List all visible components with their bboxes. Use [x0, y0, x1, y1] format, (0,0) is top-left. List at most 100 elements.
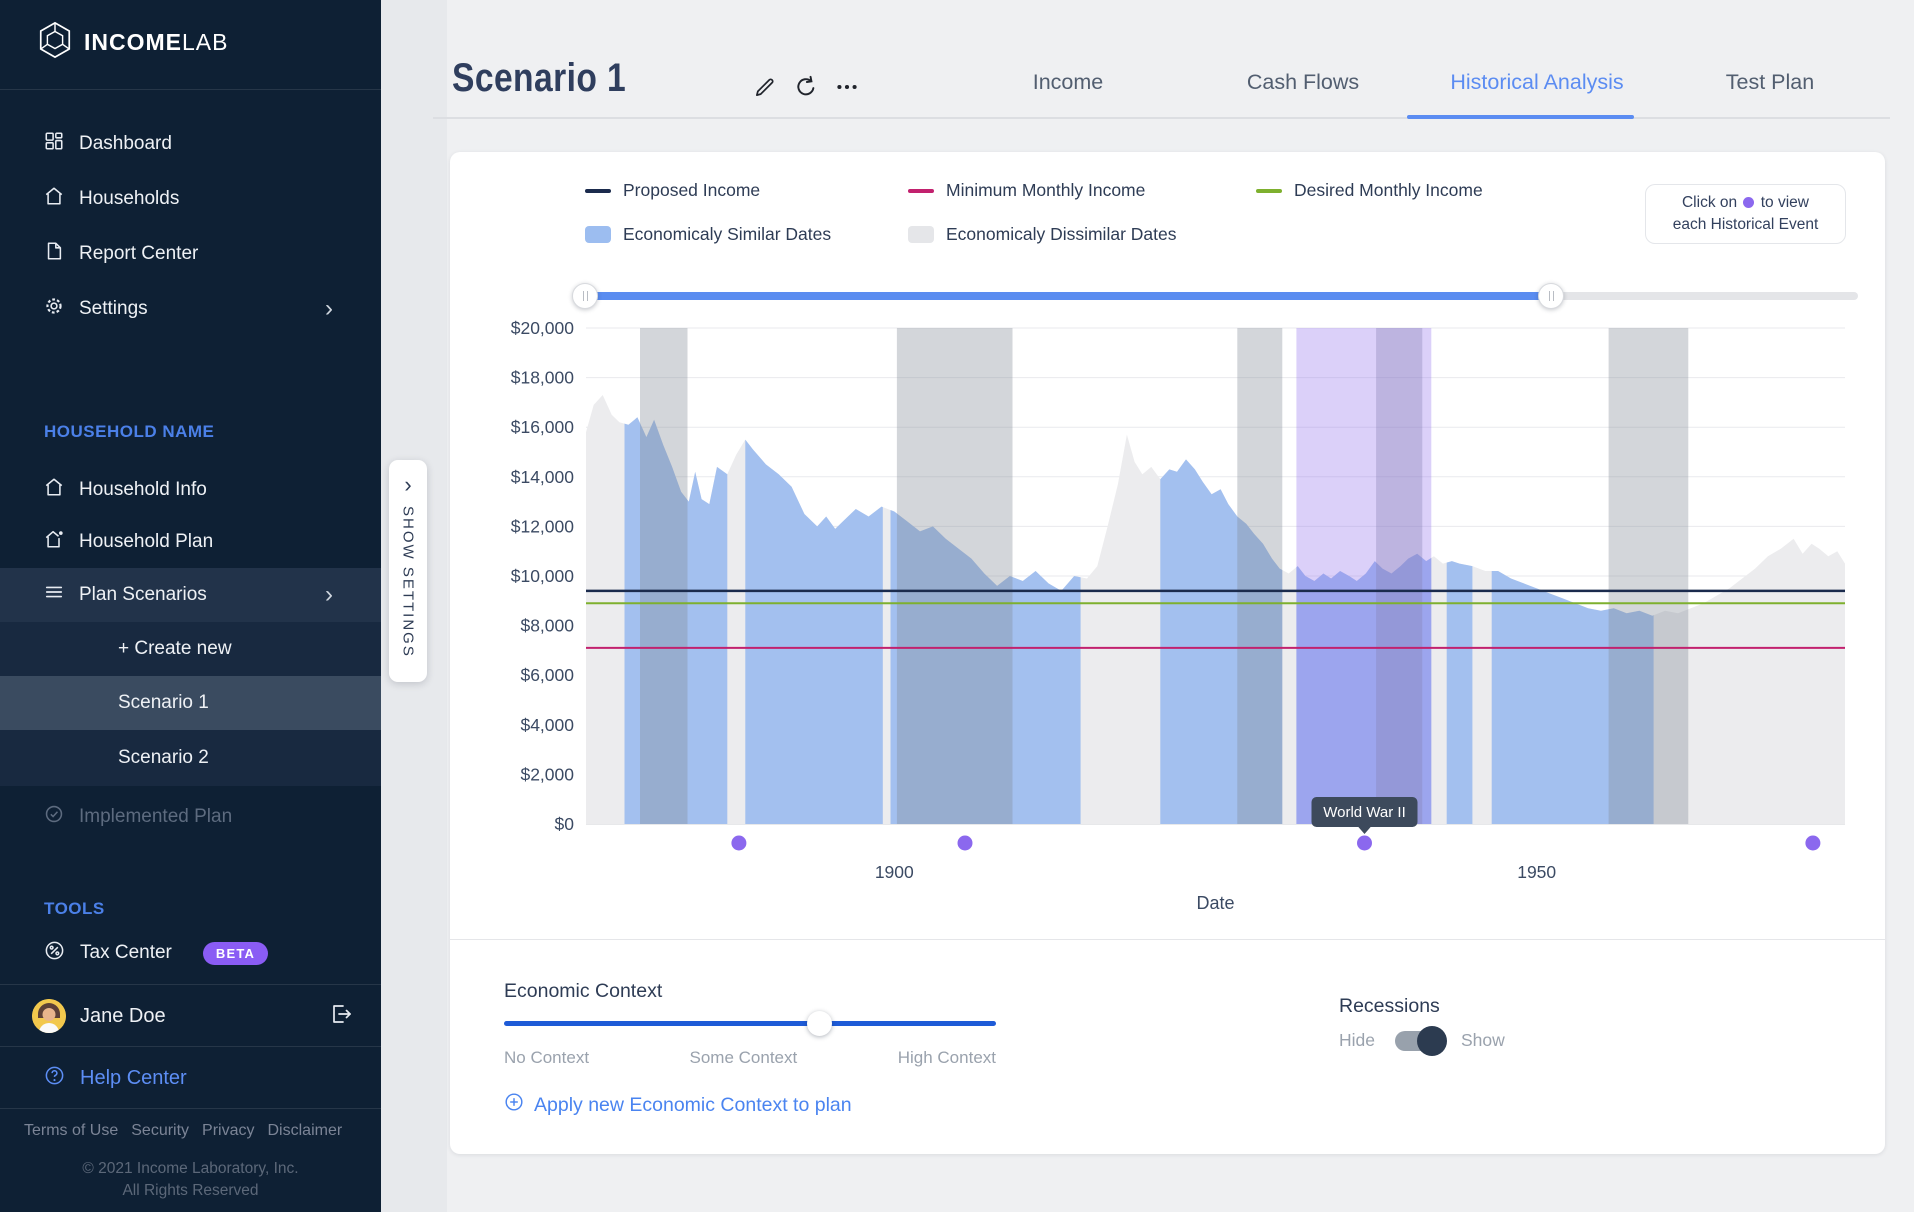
recessions-title: Recessions — [1339, 995, 1440, 1017]
divider — [0, 1046, 381, 1047]
date-range-slider[interactable] — [572, 283, 1858, 309]
active-tab-indicator — [1407, 115, 1634, 119]
percent-circle-icon — [44, 940, 65, 967]
chevron-right-icon: › — [404, 472, 412, 497]
app-logo-text: INCOMELAB — [84, 29, 229, 55]
user-menu[interactable]: Jane Doe — [0, 988, 381, 1044]
sidebar-item-scenario-1[interactable]: Scenario 1 — [0, 676, 381, 730]
divider — [0, 89, 381, 90]
high-context-label: High Context — [897, 1048, 996, 1067]
recession-band — [640, 328, 688, 824]
home-icon — [44, 186, 64, 212]
terms-of-use-link[interactable]: Terms of Use — [24, 1122, 119, 1139]
economic-context-slider[interactable] — [504, 1010, 996, 1036]
tab-test-plan[interactable]: Test Plan — [1725, 70, 1815, 94]
tab-income[interactable]: Income — [1032, 70, 1104, 94]
show-settings-label: SHOW SETTINGS — [399, 506, 417, 658]
show-label: Show — [1461, 1030, 1505, 1050]
svg-text:$14,000: $14,000 — [511, 467, 575, 487]
tab-cash-flows[interactable]: Cash Flows — [1246, 70, 1360, 94]
chart-canvas: $0 $2,000 $4,000 $6,000 $8,000 $10,000 $12,000… — [511, 318, 1845, 913]
sidebar-item-scenario-2[interactable]: Scenario 2 — [0, 730, 381, 786]
sidebar-item-label: Help Center — [80, 1066, 187, 1089]
question-circle-icon — [44, 1065, 65, 1092]
legend-desired-monthly-income: Desired Monthly Income — [1256, 180, 1483, 201]
svg-text:$18,000: $18,000 — [511, 368, 575, 388]
sidebar-item-label: Plan Scenarios — [79, 584, 207, 605]
apply-economic-context-link[interactable]: Apply new Economic Context to plan — [504, 1092, 852, 1118]
svg-text:$20,000: $20,000 — [511, 318, 575, 338]
tab-historical-analysis[interactable]: Historical Analysis — [1450, 70, 1624, 94]
disclaimer-link[interactable]: Disclaimer — [267, 1122, 343, 1139]
document-icon — [44, 241, 64, 267]
refresh-icon[interactable] — [793, 74, 821, 102]
menu-lines-icon — [44, 582, 64, 608]
edit-pencil-icon[interactable] — [752, 74, 780, 102]
check-circle-icon — [44, 804, 64, 830]
sidebar-item-household-plan[interactable]: Household Plan — [0, 522, 381, 562]
svg-text:$2,000: $2,000 — [520, 764, 574, 784]
svg-text:1950: 1950 — [1517, 862, 1556, 882]
divider — [0, 984, 381, 985]
sidebar-item-label: Household Info — [79, 479, 207, 500]
svg-text:World War II: World War II — [1323, 804, 1406, 821]
sidebar-item-label: Scenario 2 — [118, 747, 209, 768]
security-link[interactable]: Security — [131, 1122, 190, 1139]
sidebar-item-create-new-scenario[interactable]: + Create new — [0, 622, 381, 676]
economic-context-handle[interactable] — [807, 1011, 832, 1036]
divider — [450, 939, 1885, 940]
historical-analysis-panel: Proposed Income Minimum Monthly Income D… — [450, 152, 1885, 1154]
recession-band — [1376, 328, 1423, 824]
recessions-toggle[interactable] — [1395, 1025, 1447, 1056]
sidebar-item-settings[interactable]: Settings › — [0, 289, 381, 329]
chevron-right-icon: › — [325, 295, 333, 322]
logout-icon[interactable] — [329, 1002, 353, 1031]
page-title: Scenario 1 — [452, 56, 627, 100]
recessions-toggle-row: Hide Show — [1339, 1025, 1505, 1056]
plus-circle-icon — [504, 1092, 524, 1118]
toggle-knob — [1417, 1025, 1447, 1056]
event-dot-icon — [1743, 196, 1755, 208]
date-range-selected — [585, 292, 1551, 300]
sidebar-item-help-center[interactable]: Help Center — [0, 1058, 381, 1098]
legal-links: Terms of Use Security Privacy Disclaimer — [24, 1122, 342, 1140]
date-range-handle-end[interactable] — [1538, 283, 1564, 309]
sidebar-item-plan-scenarios[interactable]: Plan Scenarios › — [0, 568, 381, 622]
sidebar-item-label: Scenario 1 — [118, 692, 209, 713]
sidebar-item-report-center[interactable]: Report Center — [0, 234, 381, 274]
sidebar-item-label: Dashboard — [79, 133, 172, 154]
beta-badge: BETA — [202, 941, 269, 965]
legend-line-swatch — [1256, 188, 1282, 193]
svg-text:$0: $0 — [555, 814, 575, 834]
svg-text:1900: 1900 — [875, 862, 914, 882]
similar-dates-area — [624, 395, 1654, 824]
gear-icon — [44, 296, 64, 322]
svg-text:$8,000: $8,000 — [520, 616, 574, 636]
sidebar-item-households[interactable]: Households — [0, 179, 381, 219]
legend-box-swatch — [585, 226, 611, 243]
sidebar-item-implemented-plan: Implemented Plan — [0, 797, 381, 837]
sidebar-item-label: Household Plan — [79, 531, 214, 552]
more-options-icon[interactable] — [834, 74, 862, 102]
historical-event-dot[interactable] — [1805, 835, 1821, 851]
date-range-handle-start[interactable] — [572, 283, 598, 309]
sidebar-item-label: Settings — [79, 298, 148, 319]
historical-event-dot[interactable] — [731, 835, 747, 851]
historical-event-dot[interactable] — [957, 835, 973, 851]
sidebar-item-label: Households — [79, 188, 180, 209]
economic-context-track[interactable] — [504, 1021, 996, 1026]
copyright: © 2021 Income Laboratory, Inc. All Right… — [82, 1160, 299, 1200]
show-settings-tab[interactable]: › SHOW SETTINGS — [389, 460, 427, 682]
sidebar-item-tax-center[interactable]: Tax Center BETA — [0, 933, 381, 973]
recession-band — [1237, 328, 1283, 824]
svg-text:$16,000: $16,000 — [511, 417, 575, 437]
historical-event-dot[interactable] — [1357, 835, 1372, 851]
svg-text:$12,000: $12,000 — [511, 516, 575, 536]
household-section-label: HOUSEHOLD NAME — [44, 422, 215, 441]
sidebar-item-dashboard[interactable]: Dashboard — [0, 124, 381, 164]
privacy-link[interactable]: Privacy — [202, 1122, 255, 1139]
sidebar-item-label: + Create new — [118, 638, 232, 659]
svg-text:$10,000: $10,000 — [511, 566, 575, 586]
recession-band — [1608, 328, 1689, 824]
sidebar-item-household-info[interactable]: Household Info — [0, 470, 381, 510]
